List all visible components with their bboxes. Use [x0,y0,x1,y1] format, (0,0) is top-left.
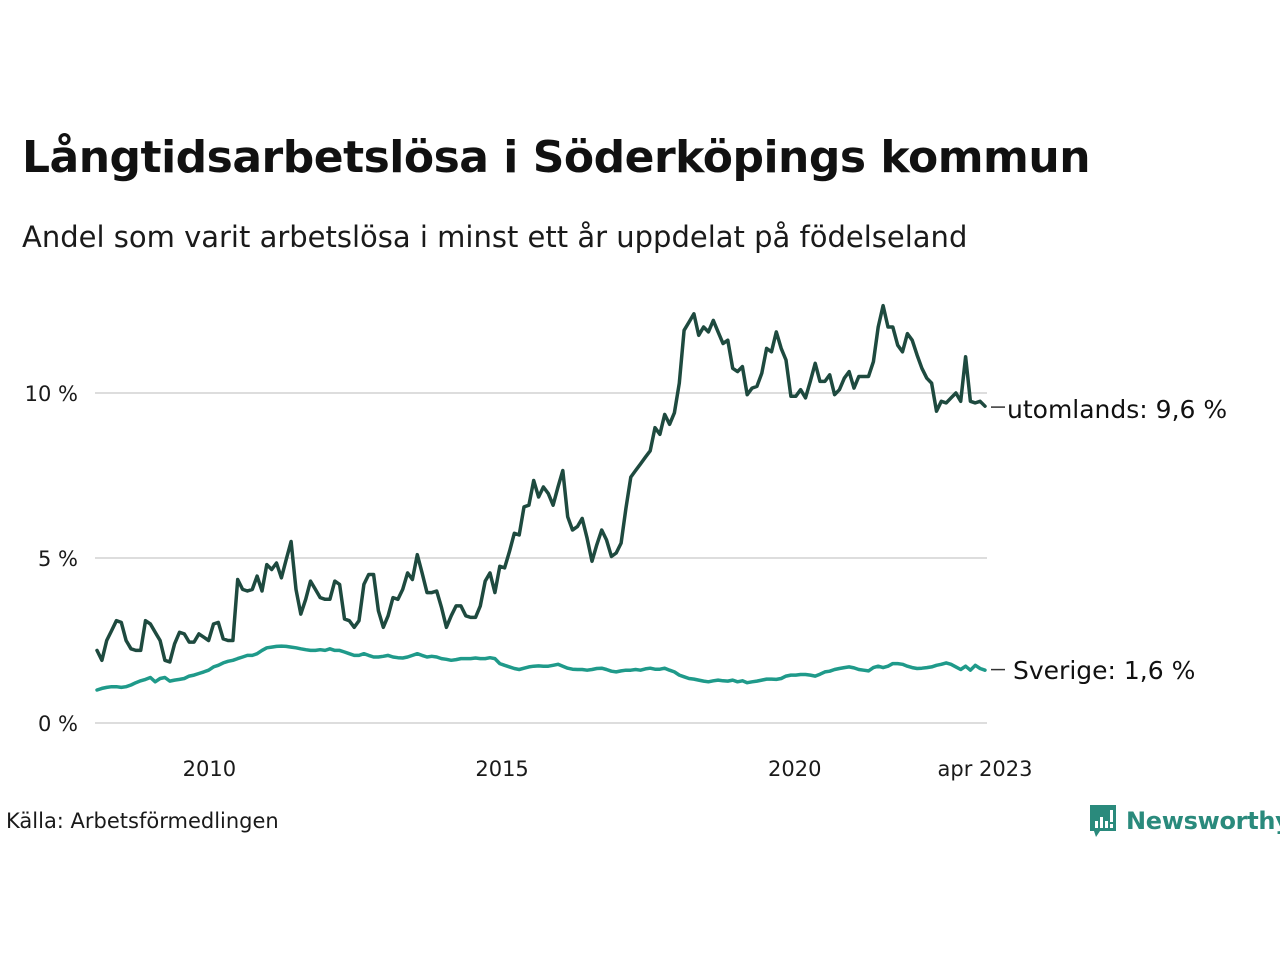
series-end-label: utomlands: 9,6 % [1007,395,1227,424]
x-tick-label: 2010 [183,757,236,781]
series-line-sverige [95,644,987,692]
series-labels: utomlands: 9,6 % Sverige: 1,6 % [991,395,1227,685]
source-note: Källa: Arbetsförmedlingen [6,809,279,833]
y-axis: 0 % 5 % 10 % [25,382,78,736]
x-axis: 2010 2015 2020 apr 2023 [183,757,1033,781]
brand-name: Newsworthy [1126,807,1280,835]
y-tick-label: 5 % [38,547,78,571]
x-tick-label: apr 2023 [938,757,1033,781]
series-layer [95,303,987,692]
brand-logo: Newsworthy [1088,803,1280,839]
y-tick-label: 0 % [38,712,78,736]
grid-layer [95,392,987,724]
x-tick-label: 2015 [475,757,528,781]
bar-chart-speech-bubble-icon [1090,805,1116,837]
chart-subtitle: Andel som varit arbetslösa i minst ett å… [22,220,968,254]
y-tick-label: 10 % [25,382,78,406]
series-end-label: Sverige: 1,6 % [1013,656,1195,685]
line-chart: 0 % 5 % 10 % 2010 2015 2020 apr 2023 utomland… [25,303,1227,781]
series-line-utomlands [95,303,987,664]
x-tick-label: 2020 [768,757,821,781]
chart-title: Långtidsarbetslösa i Söderköpings kommun [22,132,1091,183]
